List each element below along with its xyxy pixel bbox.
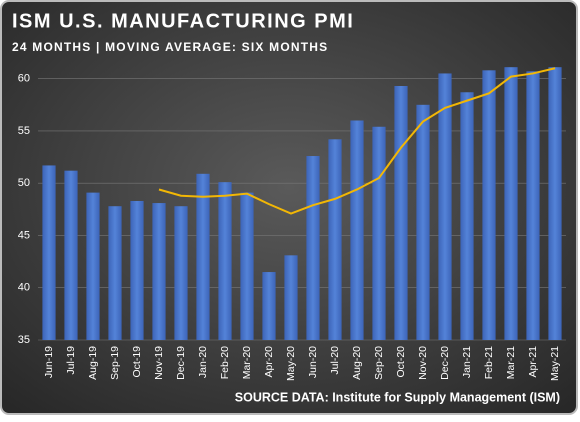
bar [86,192,100,340]
bar [548,67,562,341]
bar [328,139,342,340]
bar [108,206,122,340]
bar [64,170,78,340]
bar [306,156,320,340]
source-note: SOURCE DATA: Institute for Supply Manage… [235,390,560,404]
y-tick-label: 55 [18,125,30,137]
bar [416,104,430,341]
x-tick-label: Jun-19 [43,346,55,378]
x-tick-label: Jul-20 [329,346,341,375]
x-tick-label: Sep-20 [373,346,385,380]
chart-subtitle: 24 MONTHS | MOVING AVERAGE: SIX MONTHS [12,40,328,54]
x-tick-label: Apr-21 [527,346,539,378]
bar [152,203,166,340]
x-tick-label: Sep-19 [109,346,121,380]
bar [526,71,540,340]
y-tick-label: 50 [18,177,30,189]
bar [460,92,474,341]
x-tick-label: Dec-19 [175,346,187,380]
x-tick-label: Feb-21 [483,346,495,379]
x-tick-label: Apr-20 [263,346,275,378]
bar [504,67,518,341]
y-tick-label: 40 [18,282,30,294]
x-tick-label: Nov-20 [417,346,429,380]
bar [284,255,298,340]
x-tick-label: Aug-20 [351,346,363,380]
bar [42,165,56,340]
x-tick-label: Jun-20 [307,346,319,378]
bar [372,126,386,340]
x-tick-label: Jan-21 [461,346,473,378]
bar [394,85,408,341]
x-tick-label: Jul-19 [65,346,77,375]
y-tick-label: 45 [18,229,30,241]
x-tick-label: Oct-19 [131,346,143,378]
bar [350,120,364,340]
bar [438,73,452,341]
x-tick-label: Mar-21 [505,346,517,379]
y-tick-label: 60 [18,73,30,85]
bar [240,192,254,340]
y-tick-label: 35 [18,334,30,346]
bar [218,182,232,340]
bar [174,206,188,340]
moving-average-line [158,67,556,215]
x-tick-label: Mar-20 [241,346,253,379]
x-tick-label: Aug-19 [87,346,99,380]
x-tick-label: Feb-20 [219,346,231,379]
bar [196,173,210,340]
bar [130,200,144,340]
x-tick-label: Jan-20 [197,346,209,378]
x-tick-label: May-20 [285,346,297,381]
x-tick-label: Oct-20 [395,346,407,378]
chart-title: ISM U.S. MANUFACTURING PMI [12,10,354,32]
x-tick-label: Nov-19 [153,346,165,380]
bar [262,272,276,340]
bar [482,70,496,340]
x-tick-label: May-21 [549,346,561,381]
x-tick-label: Dec-20 [439,346,451,380]
